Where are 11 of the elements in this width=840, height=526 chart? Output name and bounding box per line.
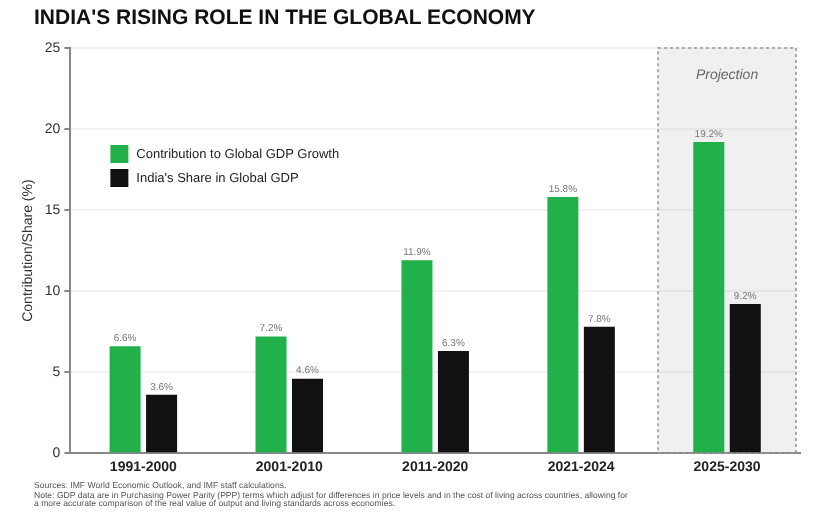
bar <box>146 394 178 453</box>
bar <box>729 304 761 453</box>
chart-title: INDIA'S RISING ROLE IN THE GLOBAL ECONOMY <box>34 6 536 30</box>
bar <box>401 260 433 453</box>
bar <box>547 197 579 453</box>
bar <box>693 142 725 453</box>
bar <box>109 346 141 453</box>
bar <box>583 326 615 453</box>
bar <box>292 378 324 453</box>
bar <box>437 351 469 453</box>
bar <box>255 336 287 453</box>
